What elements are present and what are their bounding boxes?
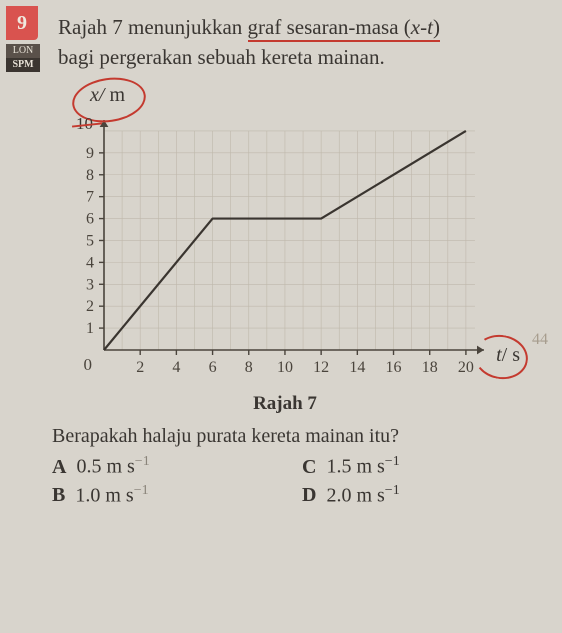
option-text: 1.0 m s — [75, 484, 133, 506]
svg-text:16: 16 — [386, 359, 402, 376]
svg-text:3: 3 — [86, 276, 94, 293]
svg-text:2: 2 — [86, 298, 94, 315]
svg-text:10: 10 — [277, 359, 293, 376]
y-var: x — [90, 84, 99, 106]
svg-text:6: 6 — [86, 211, 94, 228]
question-text: Rajah 7 menunjukkan graf sesaran-masa (x… — [58, 12, 542, 72]
option-letter: D — [302, 484, 316, 506]
y-axis-label: x/ m — [90, 84, 125, 107]
y-unit: m — [109, 84, 125, 106]
svg-text:1: 1 — [86, 320, 94, 337]
svg-text:4: 4 — [86, 254, 94, 271]
svg-text:5: 5 — [86, 232, 94, 249]
exam-tags: LON SPM — [6, 44, 40, 72]
page-side-number: 44 — [532, 331, 548, 349]
svg-text:14: 14 — [349, 359, 365, 376]
chart-svg: 24681012141618201234567890 — [68, 90, 498, 380]
x-unit: s — [512, 344, 520, 366]
option-letter: C — [302, 456, 316, 478]
question-number-badge: 9 — [6, 6, 38, 40]
option-letter: B — [52, 484, 65, 506]
sub-question: Berapakah halaju purata kereta mainan it… — [52, 425, 542, 448]
svg-text:18: 18 — [422, 359, 438, 376]
svg-text:4: 4 — [172, 359, 180, 376]
option-exponent: −1 — [135, 454, 150, 469]
figure-caption: Rajah 7 — [28, 393, 542, 415]
svg-text:2: 2 — [136, 359, 144, 376]
option-exponent: −1 — [134, 483, 149, 498]
svg-text:12: 12 — [313, 359, 329, 376]
answer-options: A0.5 m s−1C1.5 m s−1B1.0 m s−1D2.0 m s−1 — [52, 454, 542, 507]
displacement-time-chart: x/ m 10 24681012141618201234567890 t/ s — [68, 90, 498, 385]
y-sep: / — [99, 84, 110, 106]
option-d[interactable]: D 2.0 m s−1 — [302, 483, 542, 508]
q-line2: bagi pergerakan sebuah kereta mainan. — [58, 45, 385, 69]
svg-text:7: 7 — [86, 189, 94, 206]
option-letter: A — [52, 456, 66, 478]
option-text: 0.5 m s — [76, 456, 134, 478]
option-text: 1.5 m s — [326, 456, 384, 478]
option-text: 2.0 m s — [326, 484, 384, 506]
svg-text:0: 0 — [84, 355, 93, 374]
svg-text:6: 6 — [209, 359, 217, 376]
q-part-a: Rajah 7 menunjukkan — [58, 15, 248, 39]
tag-spm: SPM — [6, 58, 40, 72]
option-b[interactable]: B 1.0 m s−1 — [52, 483, 292, 508]
option-exponent: −1 — [385, 454, 400, 469]
x-sep: / — [502, 344, 513, 366]
q-part-d: x-t — [411, 15, 433, 39]
option-c[interactable]: C 1.5 m s−1 — [302, 454, 542, 479]
q-underlined: graf sesaran-masa (x-t) — [248, 15, 440, 42]
q-part-e: ) — [433, 15, 440, 39]
q-part-c: sesaran-masa ( — [287, 15, 411, 39]
svg-text:9: 9 — [86, 145, 94, 162]
svg-text:8: 8 — [245, 359, 253, 376]
svg-text:20: 20 — [458, 359, 474, 376]
q-part-b: graf — [248, 15, 287, 39]
svg-text:8: 8 — [86, 167, 94, 184]
option-exponent: −1 — [385, 483, 400, 498]
x-axis-label: t/ s — [496, 344, 520, 367]
tag-lon: LON — [6, 44, 40, 58]
option-a[interactable]: A 0.5 m s−1 — [52, 454, 292, 479]
